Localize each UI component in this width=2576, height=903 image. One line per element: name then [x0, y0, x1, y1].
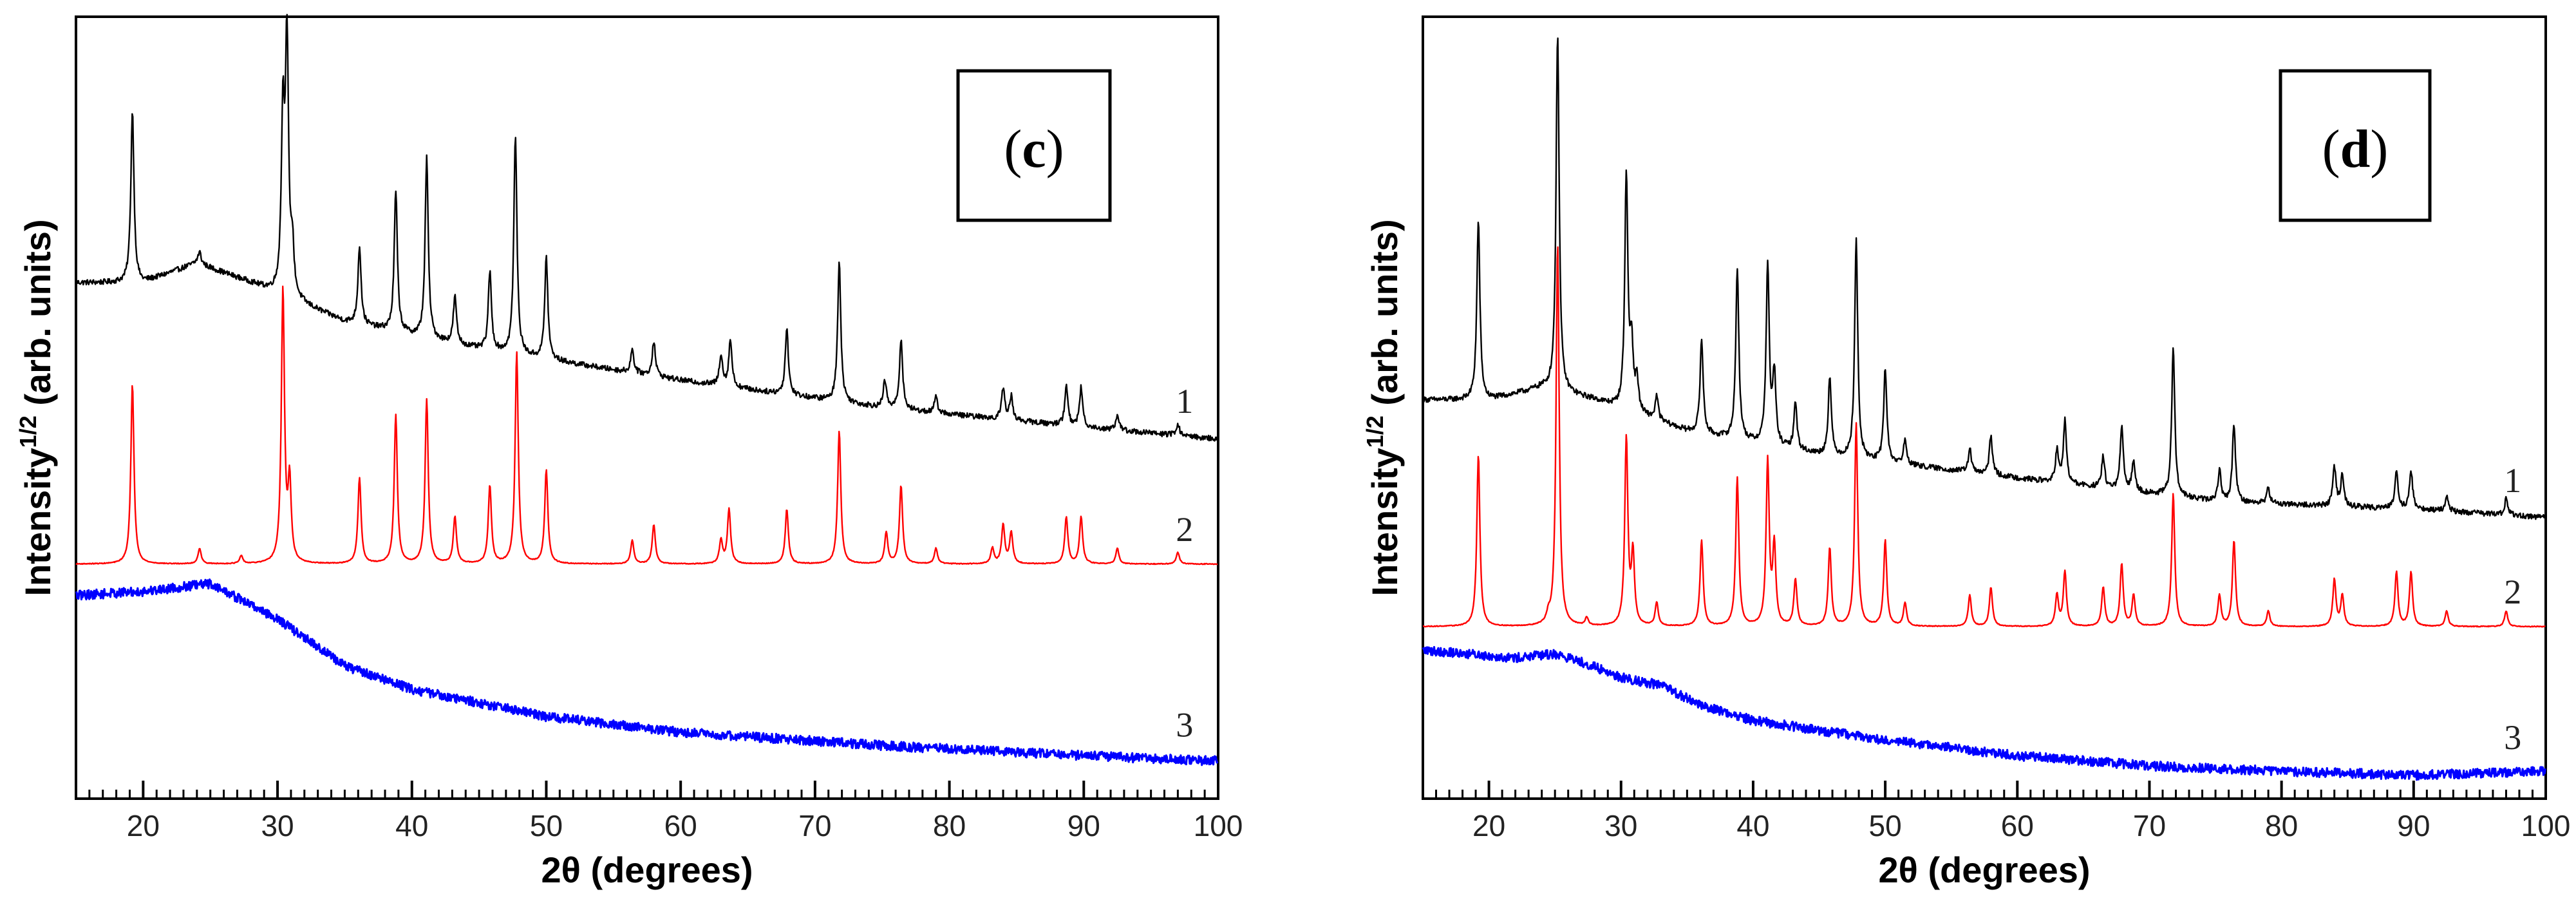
x-tick-label: 100	[1194, 809, 1243, 842]
y-axis-title-superscript: 1/2	[1362, 415, 1388, 448]
curve-label-1: 1	[2504, 461, 2521, 500]
x-ticks: 20 30 40 50 60 70 80 90 100	[1435, 781, 2571, 842]
x-axis-title: 2θ (degrees)	[1878, 850, 2090, 890]
x-axis-title: 2θ (degrees)	[541, 850, 753, 890]
plot-frame	[75, 15, 1219, 800]
x-tick-label: 90	[1067, 809, 1100, 842]
panel-letter: c	[1022, 119, 1046, 179]
chart-panel-d: 20 30 40 50 60 70 80 90 100 1 2 3 (d) 2θ (degrees)…	[1362, 15, 2571, 890]
x-ticks: 20 30 40 50 60 70 80 90 100	[88, 781, 1243, 842]
curve-labels: 1 2 3	[1176, 382, 1193, 745]
y-axis-title: Intensity1/2 (arb. units)	[1362, 219, 1405, 596]
series-line-3	[75, 578, 1219, 766]
x-tick-label: 60	[664, 809, 697, 842]
y-axis-title-superscript: 1/2	[15, 415, 41, 448]
x-tick-label: 50	[530, 809, 563, 842]
x-tick-label: 70	[798, 809, 831, 842]
curve-label-3: 3	[1176, 706, 1193, 745]
x-tick-label: 40	[1736, 809, 1769, 842]
x-tick-label: 70	[2133, 809, 2166, 842]
svg-text:(c): (c)	[1004, 119, 1064, 179]
chart-panel-c: 20 30 40 50 60 70 80 90 100 1 2 3 (c) 2θ (degrees)…	[15, 14, 1243, 890]
curve-labels: 1 2 3	[2504, 461, 2521, 757]
y-axis-title: Intensity1/2 (arb. units)	[15, 219, 58, 596]
series-lines	[1422, 37, 2546, 781]
x-tick-label: 20	[1472, 809, 1505, 842]
curve-label-2: 2	[2504, 573, 2521, 611]
x-tick-label: 50	[1869, 809, 1902, 842]
plot-frame	[1422, 15, 2547, 800]
series-lines	[75, 14, 1219, 766]
x-tick-label: 30	[1604, 809, 1637, 842]
x-tick-label: 40	[395, 809, 428, 842]
panel-label-frame	[2279, 69, 2432, 222]
curve-label-2: 2	[1176, 510, 1193, 549]
panel-label-frame	[956, 69, 1112, 222]
series-line-1	[1422, 37, 2546, 520]
panel-label-box: (c)	[956, 69, 1112, 222]
y-axis-title-units: (arb. units)	[1364, 219, 1405, 415]
x-tick-label: 80	[2265, 809, 2298, 842]
x-tick-label: 80	[933, 809, 966, 842]
x-tick-label: 30	[261, 809, 294, 842]
y-axis-title-main: Intensity	[1364, 448, 1405, 596]
x-tick-label: 60	[2001, 809, 2034, 842]
panel-letter: d	[2340, 119, 2371, 179]
y-axis-title-main: Intensity	[17, 448, 58, 596]
x-tick-label: 100	[2521, 809, 2571, 842]
y-axis-title-units: (arb. units)	[17, 219, 58, 415]
series-line-1	[75, 14, 1219, 442]
series-line-3	[1422, 646, 2546, 781]
curve-label-3: 3	[2504, 718, 2521, 757]
series-line-2	[1422, 246, 2546, 628]
curve-label-1: 1	[1176, 382, 1193, 421]
x-tick-label: 90	[2397, 809, 2430, 842]
svg-text:(d): (d)	[2322, 119, 2389, 179]
series-line-2	[75, 285, 1218, 566]
x-tick-label: 20	[127, 809, 160, 842]
panel-label-box: (d)	[2279, 69, 2432, 222]
